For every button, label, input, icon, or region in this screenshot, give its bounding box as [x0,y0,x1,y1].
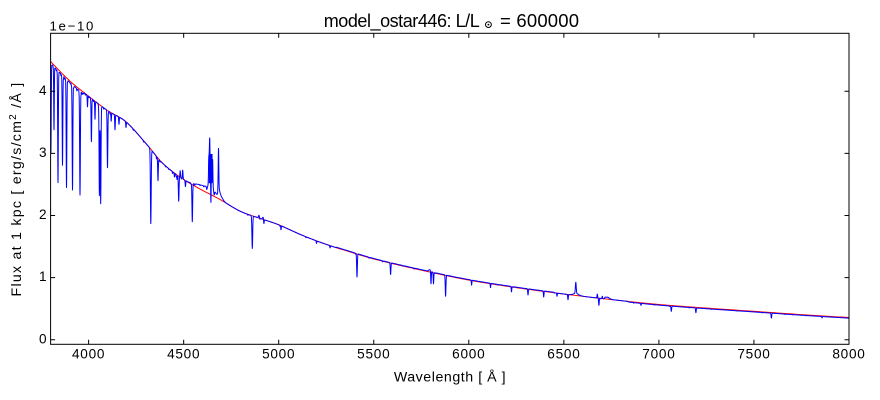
svg-text:Wavelength [ Å ]: Wavelength [ Å ] [394,369,506,386]
svg-text:4000: 4000 [72,346,105,361]
svg-text:model_ostar446: L/L: model_ostar446: L/L [324,11,480,32]
svg-text:6000: 6000 [452,346,485,361]
svg-text:7000: 7000 [642,346,675,361]
svg-text:1: 1 [39,269,47,284]
svg-text:8000: 8000 [832,346,865,361]
svg-text:5000: 5000 [262,346,295,361]
svg-text:0: 0 [39,331,47,346]
svg-text:6500: 6500 [547,346,580,361]
svg-text:4: 4 [39,83,47,98]
svg-text:3: 3 [39,145,47,160]
svg-text:= 600000: = 600000 [500,10,579,31]
svg-text:Flux at 1 kpc [ erg/s/cm2 /Å ]: Flux at 1 kpc [ erg/s/cm2 /Å ] [8,82,25,297]
svg-text:7500: 7500 [737,346,770,361]
svg-text:2: 2 [39,207,47,222]
svg-text:5500: 5500 [357,346,390,361]
svg-text:4500: 4500 [167,346,200,361]
svg-text:1e−10: 1e−10 [50,19,96,34]
